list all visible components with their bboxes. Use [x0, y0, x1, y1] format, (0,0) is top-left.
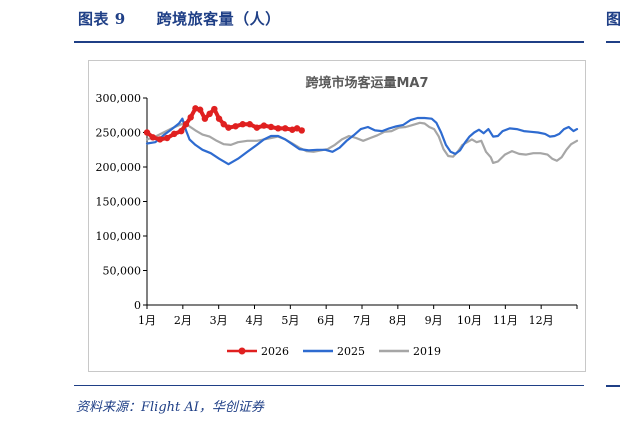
series-point-2026 — [267, 123, 275, 131]
legend-label-2019: 2019 — [413, 345, 441, 358]
y-tick-label: 300,000 — [96, 92, 142, 105]
series-point-2026 — [201, 115, 209, 122]
series-point-2026 — [260, 122, 268, 129]
series-point-2026 — [211, 105, 218, 113]
x-tick-label: 5月 — [281, 314, 299, 327]
x-tick-label: 3月 — [210, 314, 228, 327]
x-tick-label: 9月 — [425, 314, 443, 327]
legend-label-2025: 2025 — [337, 345, 365, 358]
x-tick-label: 10月 — [457, 314, 482, 327]
series-point-2026 — [246, 121, 253, 128]
series-point-2026 — [282, 125, 289, 132]
series-point-2026 — [215, 115, 223, 122]
series-point-2026 — [274, 125, 282, 132]
adjacent-figure-title-fragment: 图 — [606, 10, 620, 28]
series-point-2026 — [149, 134, 157, 141]
y-tick-label: 100,000 — [96, 230, 142, 243]
x-tick-label: 8月 — [389, 314, 407, 327]
x-tick-label: 4月 — [246, 314, 264, 327]
legend-marker-2026 — [238, 347, 246, 355]
series-point-2026 — [225, 124, 232, 131]
series-line-2019 — [145, 121, 579, 164]
adjacent-bottom-divider — [606, 385, 620, 387]
series-line-2025 — [145, 116, 579, 166]
chart-axes: 0 50,000 100,000 150,000 200,000 250,000 300,0… — [96, 92, 578, 327]
series-point-2026 — [239, 121, 246, 128]
source-note: 资料来源：Flight AI，华创证券 — [76, 400, 264, 415]
figure-title: 图表 9 跨境旅客量（人） — [78, 10, 281, 28]
y-tick-label: 0 — [134, 299, 141, 312]
series-point-2026 — [196, 106, 204, 113]
chart-title: 跨境市场客运量MA7 — [305, 75, 428, 91]
series-point-2026 — [232, 123, 239, 130]
chart-legend: 2026 2025 2019 — [227, 345, 441, 358]
x-tick-label: 7月 — [353, 314, 371, 327]
series-point-2026 — [170, 130, 178, 138]
legend-label-2026: 2026 — [261, 345, 289, 358]
title-divider — [74, 41, 584, 43]
x-tick-label: 6月 — [317, 314, 335, 327]
series-point-2026 — [253, 124, 261, 131]
y-tick-label: 200,000 — [96, 161, 142, 174]
series-point-2026 — [156, 136, 164, 143]
line-chart: 跨境市场客运量MA7 0 50,000 100,000 150,000 200,000 2… — [96, 75, 579, 358]
source-divider — [74, 385, 584, 386]
series-point-2026 — [182, 121, 190, 128]
chart-frame: 跨境市场客运量MA7 0 50,000 100,000 150,000 200,000 2… — [88, 60, 586, 372]
y-tick-label: 150,000 — [96, 196, 142, 209]
x-tick-label: 1月 — [138, 314, 156, 327]
series-point-2026 — [187, 114, 194, 121]
y-tick-label: 50,000 — [103, 265, 142, 278]
x-tick-label: 2月 — [174, 314, 192, 327]
series-point-2026 — [220, 121, 227, 128]
series-point-2026 — [163, 134, 171, 142]
x-tick-label: 12月 — [529, 314, 554, 327]
x-tick-label: 11月 — [493, 314, 518, 327]
series-point-2026 — [143, 129, 151, 136]
y-tick-label: 250,000 — [96, 127, 142, 140]
series-point-2026 — [178, 127, 185, 135]
adjacent-title-divider — [606, 41, 620, 43]
series-point-2026 — [298, 127, 305, 134]
chart-plot-area — [143, 105, 579, 166]
series-point-2026 — [206, 110, 213, 118]
